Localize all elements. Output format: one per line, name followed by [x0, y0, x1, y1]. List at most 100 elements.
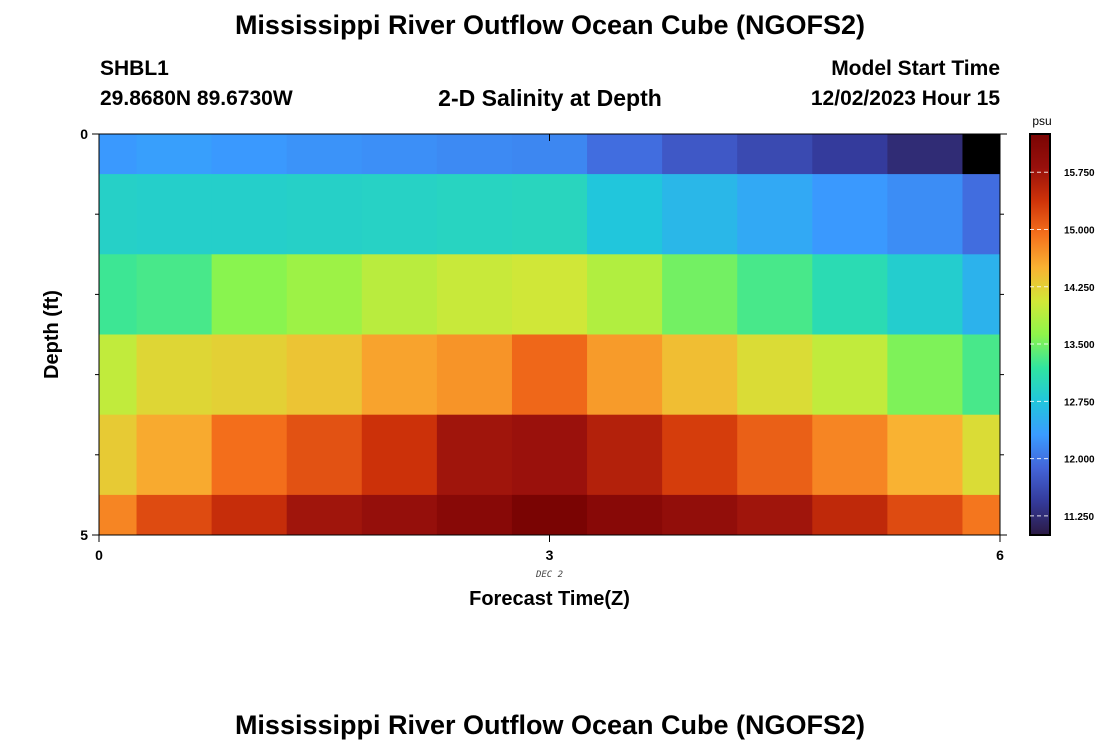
heatmap-cell: [211, 414, 288, 496]
heatmap-cell: [136, 414, 213, 496]
heatmap-cell: [436, 254, 513, 335]
heatmap-cell: [361, 494, 438, 536]
heatmap-cell: [587, 334, 663, 416]
heatmap-cell: [99, 174, 138, 255]
heatmap-cell: [361, 174, 438, 255]
heatmap-cell: [962, 494, 1001, 536]
heatmap-cell: [211, 254, 288, 335]
model-start-value: 12/02/2023 Hour 15: [810, 87, 1000, 110]
heatmap-cell: [286, 174, 363, 255]
heatmap-cell: [812, 494, 888, 536]
heatmap-cell: [511, 174, 588, 255]
heatmap-cell: [361, 334, 438, 416]
heatmap-cell: [286, 494, 363, 536]
heatmap-cell: [812, 414, 888, 496]
heatmap-cell: [136, 494, 213, 536]
x-date-sublabel: DEC 2: [535, 570, 563, 580]
chart-title-bottom: Mississippi River Outflow Ocean Cube (NG…: [234, 710, 866, 740]
heatmap-cell: [962, 174, 1001, 255]
heatmap-cell: [587, 254, 663, 335]
heatmap-cell: [962, 414, 1001, 496]
heatmap-cell: [887, 414, 963, 496]
heatmap-cell: [511, 334, 588, 416]
y-axis-label: Depth (ft): [41, 290, 63, 379]
y-tick-label: 0: [80, 126, 88, 142]
heatmap-cell: [136, 134, 213, 175]
x-tick-label: 3: [546, 547, 554, 563]
heatmap-cell: [136, 174, 213, 255]
model-start-label: Model Start Time: [831, 57, 1000, 80]
heatmap-cell: [812, 134, 888, 175]
heatmap-cell: [737, 494, 813, 536]
heatmap-cell: [662, 134, 738, 175]
heatmap-cell: [436, 414, 513, 496]
heatmap-cell: [136, 334, 213, 416]
heatmap-cell: [211, 134, 288, 175]
colorbar-tick-label: 12.000: [1064, 455, 1095, 466]
heatmap-cell: [737, 334, 813, 416]
station-id: SHBL1: [100, 57, 169, 80]
heatmap-cell: [211, 174, 288, 255]
heatmap-cell: [662, 414, 738, 496]
heatmap-cell: [286, 414, 363, 496]
heatmap-cell: [737, 174, 813, 255]
heatmap-cell: [361, 134, 438, 175]
heatmap-cell: [511, 254, 588, 335]
heatmap-cell: [436, 134, 513, 175]
heatmap-cell: [587, 174, 663, 255]
heatmap-cell: [887, 174, 963, 255]
heatmap-cell: [737, 134, 813, 175]
x-tick-label: 0: [95, 547, 103, 563]
chart-title-top: Mississippi River Outflow Ocean Cube (NG…: [234, 10, 866, 40]
x-tick-label: 6: [996, 547, 1004, 563]
heatmap-cell: [812, 334, 888, 416]
heatmap-cell: [211, 334, 288, 416]
colorbar: [1029, 133, 1051, 536]
heatmap-cell: [887, 334, 963, 416]
colorbar-ticks: [1030, 171, 1050, 517]
chart-subtitle: 2-D Salinity at Depth: [438, 85, 662, 111]
colorbar-tick-label: 14.250: [1064, 283, 1095, 294]
x-axis-label: Forecast Time(Z): [469, 588, 630, 610]
heatmap-cell: [887, 134, 963, 175]
heatmap-cell: [286, 254, 363, 335]
heatmap-cell: [136, 254, 213, 335]
heatmap-cell: [436, 174, 513, 255]
heatmap-cell: [286, 134, 363, 175]
heatmap-cell: [887, 254, 963, 335]
y-tick-label: 5: [80, 527, 88, 543]
heatmap-cell: [99, 494, 138, 536]
heatmap-cell: [99, 254, 138, 335]
colorbar-unit: psu: [1032, 114, 1051, 128]
heatmap-cell: [286, 334, 363, 416]
axis-ticks: [92, 133, 1007, 542]
heatmap-cell: [812, 254, 888, 335]
heatmap-cell: [436, 334, 513, 416]
heatmap-cell: [99, 334, 138, 416]
heatmap-cell: [361, 254, 438, 335]
colorbar-tick-label: 15.000: [1064, 225, 1095, 236]
heatmap-cell: [211, 494, 288, 536]
heatmap-cell: [361, 414, 438, 496]
heatmap-cell: [737, 254, 813, 335]
heatmap-cell: [99, 414, 138, 496]
heatmap-cell: [662, 494, 738, 536]
heatmap-cell: [587, 414, 663, 496]
heatmap-cell: [587, 134, 663, 175]
heatmap-cell: [511, 494, 588, 536]
heatmap-cell: [511, 414, 588, 496]
heatmap-cell: [962, 334, 1001, 416]
colorbar-tick-label: 13.500: [1064, 340, 1095, 351]
heatmap-cell: [99, 134, 138, 175]
heatmap-cell: [887, 494, 963, 536]
heatmap-cell: [662, 334, 738, 416]
heatmap-cells: [99, 134, 1001, 536]
colorbar-tick-label: 12.750: [1064, 397, 1095, 408]
heatmap-cell: [962, 254, 1001, 335]
heatmap-cell: [587, 494, 663, 536]
heatmap-cell: [737, 414, 813, 496]
heatmap-cell: [436, 494, 513, 536]
colorbar-tick-label: 15.750: [1064, 168, 1095, 179]
colorbar-tick-label: 11.250: [1064, 512, 1094, 523]
